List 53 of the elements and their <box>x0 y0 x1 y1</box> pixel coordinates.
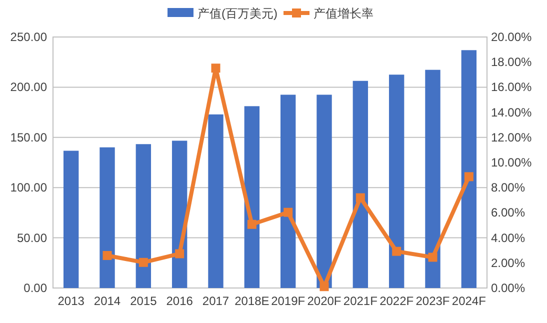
bar <box>425 70 440 288</box>
legend-label: 产值增长率 <box>314 6 374 20</box>
point <box>138 258 148 267</box>
y2-tick-label: 14.00% <box>491 105 532 120</box>
point <box>175 249 184 258</box>
legend-label: 产值(百万美元) <box>198 6 278 20</box>
y2-tick-label: 6.00% <box>491 206 526 220</box>
x-tick-label: 2014 <box>94 294 121 308</box>
point <box>392 246 402 256</box>
x-tick-label: 2019F <box>271 294 306 308</box>
x-tick-label: 2017 <box>202 294 230 308</box>
bar <box>136 144 152 288</box>
bar <box>100 147 115 288</box>
x-tick-label: 2013 <box>58 294 85 308</box>
bar <box>352 80 368 288</box>
y2-tick-label: 16.00% <box>491 80 532 94</box>
y-tick-label: 0.00 <box>24 281 48 295</box>
x-tick-label: 2020F <box>307 294 342 308</box>
y-tick-label: 150.00 <box>10 130 48 144</box>
bar <box>461 50 477 288</box>
x-tick-label: 2024F <box>452 294 486 308</box>
bar <box>63 150 79 288</box>
bar <box>280 94 296 288</box>
y2-tick-label: 20.00% <box>491 30 532 44</box>
y-tick-label: 100.00 <box>10 180 48 195</box>
y2-tick-label: 2.00% <box>491 256 526 270</box>
point <box>320 282 329 292</box>
y2-tick-label: 18.00% <box>491 55 532 70</box>
y2-tick-label: 8.00% <box>491 180 526 195</box>
y2-tick-label: 4.00% <box>491 230 526 245</box>
bar <box>388 74 404 288</box>
x-tick-label: 2021F <box>343 294 378 308</box>
x-tick-label: 2015 <box>130 294 158 308</box>
point <box>428 252 438 262</box>
point <box>102 250 112 260</box>
y2-tick-label: 12.00% <box>491 130 532 144</box>
x-tick-label: 2022F <box>380 294 414 308</box>
bar <box>244 106 260 288</box>
y-tick-label: 200.00 <box>10 80 48 94</box>
point <box>464 172 474 182</box>
y2-tick-label: 0.00% <box>491 281 526 295</box>
y-tick-label: 250.00 <box>10 30 48 44</box>
point <box>211 64 220 73</box>
bar <box>316 94 332 288</box>
point <box>247 220 256 229</box>
y2-tick-label: 10.00% <box>491 156 532 170</box>
point <box>356 193 365 202</box>
x-tick-label: 2016 <box>166 294 194 308</box>
x-tick-label: 2023F <box>416 294 450 308</box>
x-tick-label: 2018E <box>234 294 270 308</box>
bar <box>208 114 224 288</box>
point <box>284 208 293 217</box>
y-tick-label: 50.00 <box>16 230 48 245</box>
